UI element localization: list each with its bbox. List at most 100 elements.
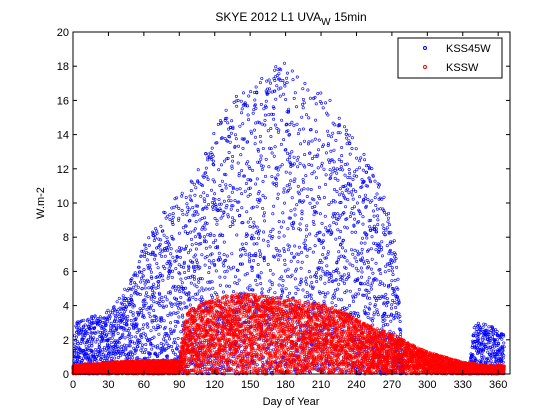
data-point (207, 152, 211, 156)
data-point (288, 171, 292, 175)
data-point (316, 92, 320, 96)
data-point (262, 339, 266, 343)
data-point (152, 234, 156, 238)
data-point (319, 101, 323, 105)
data-point (224, 186, 228, 190)
data-point (343, 197, 347, 201)
data-point (194, 186, 198, 190)
data-point (315, 155, 319, 159)
data-point (160, 295, 164, 299)
data-point (314, 118, 318, 122)
data-point (207, 287, 211, 291)
data-point (108, 350, 112, 354)
data-point (231, 155, 235, 159)
data-point (319, 266, 323, 270)
data-point (115, 328, 119, 332)
data-point (93, 326, 97, 330)
data-point (93, 320, 97, 324)
data-point (319, 274, 323, 278)
data-point (141, 300, 145, 304)
data-point (124, 348, 128, 352)
data-point (277, 235, 281, 239)
data-point (182, 247, 186, 251)
data-point (334, 278, 338, 282)
data-point (221, 290, 225, 294)
data-point (249, 90, 253, 94)
data-point (110, 333, 114, 337)
data-point (246, 220, 250, 224)
data-point (344, 249, 348, 253)
data-point (328, 224, 332, 228)
data-point (329, 173, 333, 177)
data-point (129, 318, 133, 322)
data-point (122, 326, 126, 330)
data-point (178, 272, 182, 276)
data-point (248, 167, 252, 171)
data-point (318, 197, 322, 201)
data-point (182, 265, 186, 269)
data-point (262, 230, 266, 234)
data-point (308, 247, 312, 251)
data-point (155, 301, 159, 305)
data-point (296, 184, 300, 188)
data-point (132, 326, 136, 330)
data-point (155, 354, 159, 358)
data-point (328, 168, 332, 172)
data-point (219, 257, 223, 261)
data-point (323, 183, 327, 187)
data-point (273, 145, 277, 149)
data-point (262, 107, 266, 111)
data-point (141, 306, 145, 310)
data-point (251, 111, 255, 115)
data-point (110, 357, 114, 361)
data-point (94, 348, 98, 352)
data-point (240, 169, 244, 173)
data-point (243, 102, 247, 106)
data-point (333, 214, 337, 218)
data-point (310, 280, 314, 284)
data-point (143, 253, 147, 257)
data-point (95, 337, 99, 341)
data-point (100, 332, 104, 336)
data-point (128, 344, 132, 348)
data-point (144, 333, 148, 337)
data-point (321, 239, 325, 243)
data-point (340, 191, 344, 195)
data-point (313, 244, 317, 248)
data-point (334, 304, 338, 308)
data-point (168, 291, 172, 295)
data-point (318, 258, 322, 262)
data-point (347, 182, 351, 186)
data-point (259, 271, 263, 275)
data-point (301, 288, 305, 292)
data-point (136, 285, 140, 289)
data-point (311, 286, 315, 290)
data-point (180, 281, 184, 285)
data-point (235, 187, 239, 191)
data-point (330, 158, 334, 162)
data-point (203, 200, 207, 204)
data-point (150, 276, 154, 280)
data-point (258, 276, 262, 280)
data-point (240, 111, 244, 115)
data-point (290, 224, 294, 228)
data-point (159, 273, 163, 277)
data-point (210, 146, 214, 150)
data-point (143, 243, 147, 247)
data-point (157, 332, 161, 336)
series-layer (71, 61, 506, 376)
data-point (302, 241, 306, 245)
data-point (239, 262, 243, 266)
data-point (333, 295, 337, 299)
data-point (243, 249, 247, 253)
data-point (234, 137, 238, 141)
data-point (220, 179, 224, 183)
data-point (202, 240, 206, 244)
data-point (98, 324, 102, 328)
data-point (121, 332, 125, 336)
data-point (280, 163, 284, 167)
data-point (255, 177, 259, 181)
data-point (317, 239, 321, 243)
data-point (194, 204, 198, 208)
data-point (332, 221, 336, 225)
